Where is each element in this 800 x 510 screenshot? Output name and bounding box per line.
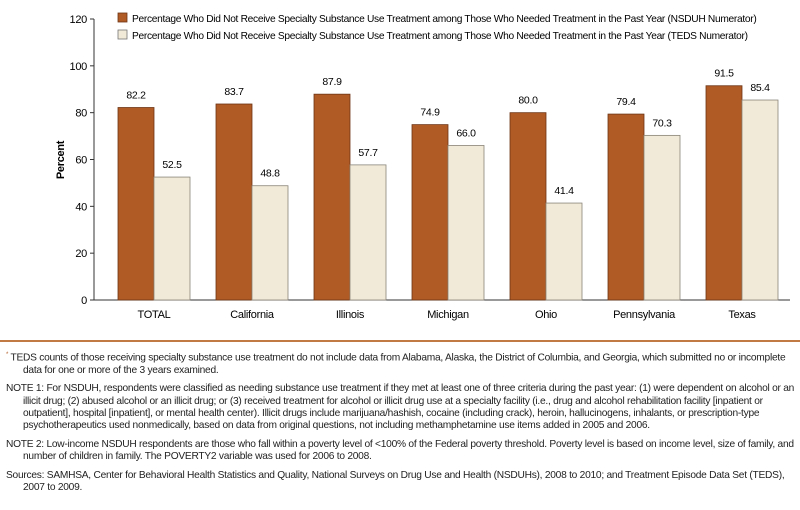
data-label: 48.8 (260, 168, 280, 180)
bar-teds (643, 134, 681, 301)
bar-teds (545, 202, 583, 301)
y-tick-label: 100 (70, 61, 88, 73)
data-label: 70.3 (652, 117, 672, 129)
y-tick-label: 80 (75, 108, 87, 120)
footnote: * TEDS counts of those receiving special… (6, 349, 796, 377)
x-tick-label: Illinois (336, 309, 365, 321)
data-label: 83.7 (224, 86, 244, 98)
legend-swatch (117, 29, 128, 40)
y-axis-label: Percent (55, 140, 67, 179)
legend-label: Percentage Who Did Not Receive Specialty… (132, 31, 748, 42)
bar-nsduh (117, 107, 155, 301)
data-label: 57.7 (358, 147, 378, 159)
data-label: 80.0 (518, 95, 538, 107)
bar-teds (447, 145, 485, 301)
bar-nsduh (313, 93, 351, 301)
legend-swatch (117, 12, 128, 23)
data-label: 74.9 (420, 107, 440, 119)
x-tick-label: Ohio (535, 309, 557, 321)
data-label: 79.4 (616, 96, 636, 108)
bar-chart: 0 20 40 60 80 100 120 TOTAL California Illinois Mi… (55, 12, 790, 321)
y-tick-label: 60 (75, 155, 87, 167)
data-label: 87.9 (322, 76, 342, 88)
bar-nsduh (509, 112, 547, 301)
legend-label: Percentage Who Did Not Receive Specialty… (132, 14, 756, 25)
notes: * TEDS counts of those receiving special… (6, 349, 796, 500)
divider (0, 340, 800, 342)
data-label: 82.2 (126, 90, 146, 102)
y-tick-label: 0 (81, 295, 87, 307)
footnote-text: TEDS counts of those receiving specialty… (10, 352, 786, 376)
x-tick-label: TOTAL (138, 309, 171, 321)
note-1: NOTE 1: For NSDUH, respondents were clas… (6, 383, 795, 432)
bar-nsduh (607, 113, 645, 301)
bar-teds (251, 185, 289, 301)
bar-teds (741, 99, 779, 301)
x-tick-label: Pennsylvania (613, 309, 676, 321)
bar-teds (153, 176, 191, 301)
footnote-marker: * (6, 352, 9, 358)
x-tick-label: California (230, 309, 275, 321)
bar-nsduh (215, 103, 253, 301)
data-label: 41.4 (554, 185, 574, 197)
bar-teds (349, 164, 387, 301)
y-tick-label: 40 (75, 201, 87, 213)
note-2: NOTE 2: Low-income NSDUH respondents are… (6, 438, 794, 463)
y-tick-label: 120 (70, 14, 88, 26)
x-tick-label: Texas (728, 309, 756, 321)
data-label: 85.4 (750, 82, 770, 94)
bar-nsduh (411, 124, 449, 301)
data-label: 91.5 (714, 68, 734, 80)
data-label: 66.0 (456, 127, 476, 139)
data-label: 52.5 (162, 159, 182, 171)
bar-nsduh (705, 85, 743, 301)
y-tick-label: 20 (75, 248, 87, 260)
sources: Sources: SAMHSA, Center for Behavioral H… (6, 469, 785, 494)
x-tick-label: Michigan (427, 309, 469, 321)
